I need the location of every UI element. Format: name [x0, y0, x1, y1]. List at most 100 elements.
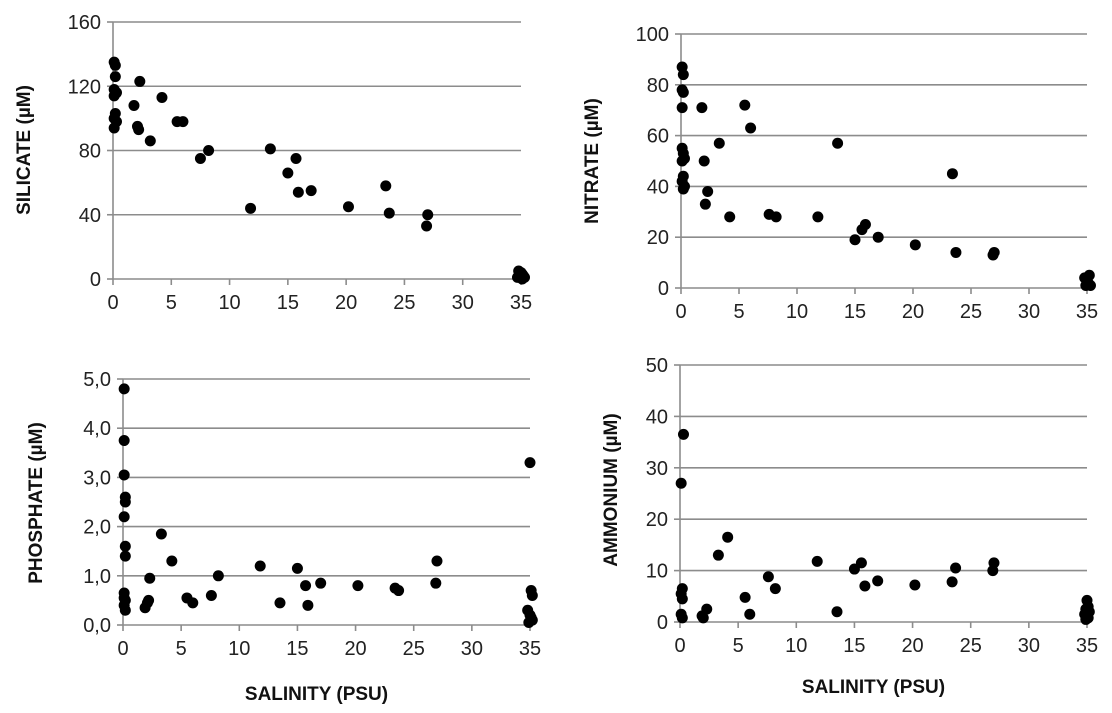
y-tick-label: 40: [79, 205, 101, 227]
x-tick-label: 35: [1076, 301, 1098, 323]
x-tick-label: 25: [393, 292, 415, 314]
data-point: [109, 59, 121, 71]
data-point: [264, 143, 276, 155]
data-point: [762, 571, 774, 583]
data-point: [909, 579, 921, 591]
data-point: [156, 91, 168, 103]
x-tick-label: 10: [786, 301, 808, 323]
data-point: [677, 183, 689, 195]
data-point: [119, 540, 131, 552]
y-tick-label: 160: [68, 12, 101, 34]
data-point: [274, 597, 286, 609]
data-point: [909, 239, 921, 251]
data-point: [302, 599, 314, 611]
data-point: [722, 531, 734, 543]
y-tick-label: 30: [646, 458, 668, 480]
x-tick-label: 30: [1018, 635, 1040, 657]
y-tick-label: 100: [636, 24, 669, 46]
y-tick-label: 2,0: [83, 517, 111, 539]
data-point: [143, 594, 155, 606]
data-point: [144, 135, 156, 147]
y-tick-label: 10: [646, 561, 668, 583]
y-tick-label: 0: [90, 269, 101, 291]
data-point: [291, 562, 303, 574]
data-point: [946, 576, 958, 588]
chart-panel-4: 0 10 20 30 40 50 0 5 10 15 20 25 30 35 AMMONIUM (µM) SA…: [601, 355, 1098, 698]
data-point: [832, 137, 844, 149]
data-point: [421, 220, 433, 232]
x-tick-label: 15: [286, 638, 308, 660]
x-tick-label: 20: [902, 301, 924, 323]
x-tick-label: 5: [176, 638, 187, 660]
y-tick-label: 4,0: [83, 418, 111, 440]
x-tick-label: 5: [733, 635, 744, 657]
y-tick-label: 20: [647, 227, 669, 249]
data-point: [352, 580, 364, 592]
data-point: [119, 550, 131, 562]
y-tick-label: 60: [647, 126, 669, 148]
data-point: [946, 168, 958, 180]
data-point: [431, 555, 443, 567]
data-point: [713, 137, 725, 149]
data-point: [524, 457, 536, 469]
x-tick-label: 20: [901, 635, 923, 657]
y-axis-label: NITRATE (µM): [582, 98, 603, 224]
data-point: [133, 124, 145, 136]
y-tick-label: 120: [68, 76, 101, 98]
data-point: [698, 155, 710, 167]
data-point: [724, 211, 736, 223]
data-point: [119, 604, 131, 616]
data-point: [950, 246, 962, 258]
x-tick-label: 0: [675, 301, 686, 323]
data-point: [745, 122, 757, 134]
data-point: [118, 469, 130, 481]
data-point: [676, 612, 688, 624]
y-tick-label: 80: [79, 141, 101, 163]
data-point: [300, 580, 312, 592]
x-tick-label: 25: [960, 301, 982, 323]
data-point: [203, 145, 215, 156]
data-point: [523, 617, 535, 629]
y-tick-label: 80: [647, 75, 669, 97]
data-point: [177, 116, 189, 128]
data-point: [430, 577, 442, 589]
x-axis-label: SALINITY (PSU): [245, 684, 388, 705]
x-tick-label: 30: [1018, 301, 1040, 323]
x-tick-label: 5: [166, 292, 177, 314]
data-point: [187, 597, 199, 609]
data-point: [380, 180, 392, 192]
x-tick-label: 15: [843, 635, 865, 657]
data-point: [770, 211, 782, 223]
y-tick-label: 0: [657, 612, 668, 634]
data-point: [859, 580, 871, 592]
y-axis-label: PHOSPHATE (µM): [26, 422, 47, 584]
x-axis-label: SALINITY (PSU): [802, 677, 945, 698]
x-tick-label: 15: [277, 292, 299, 314]
data-point: [676, 593, 688, 605]
data-point: [305, 185, 317, 197]
y-axis-label: SILICATE (µM): [14, 85, 35, 215]
data-point: [811, 555, 823, 567]
data-point: [383, 207, 395, 219]
data-point: [108, 90, 120, 102]
data-point: [194, 153, 206, 165]
data-point: [950, 562, 962, 574]
data-point: [526, 589, 538, 601]
y-axis-label: AMMONIUM (µM): [601, 413, 622, 566]
data-point: [739, 591, 751, 603]
x-tick-label: 10: [228, 638, 250, 660]
data-point: [988, 246, 1000, 258]
data-point: [155, 528, 167, 540]
y-tick-label: 40: [646, 406, 668, 428]
data-point: [677, 69, 689, 81]
data-point: [118, 435, 130, 446]
data-point: [701, 603, 713, 615]
data-point: [119, 496, 131, 508]
data-point: [859, 219, 871, 230]
data-point: [676, 155, 688, 167]
data-point: [769, 583, 781, 595]
data-point: [292, 186, 304, 198]
data-point: [245, 202, 257, 214]
x-tick-label: 35: [510, 292, 532, 314]
